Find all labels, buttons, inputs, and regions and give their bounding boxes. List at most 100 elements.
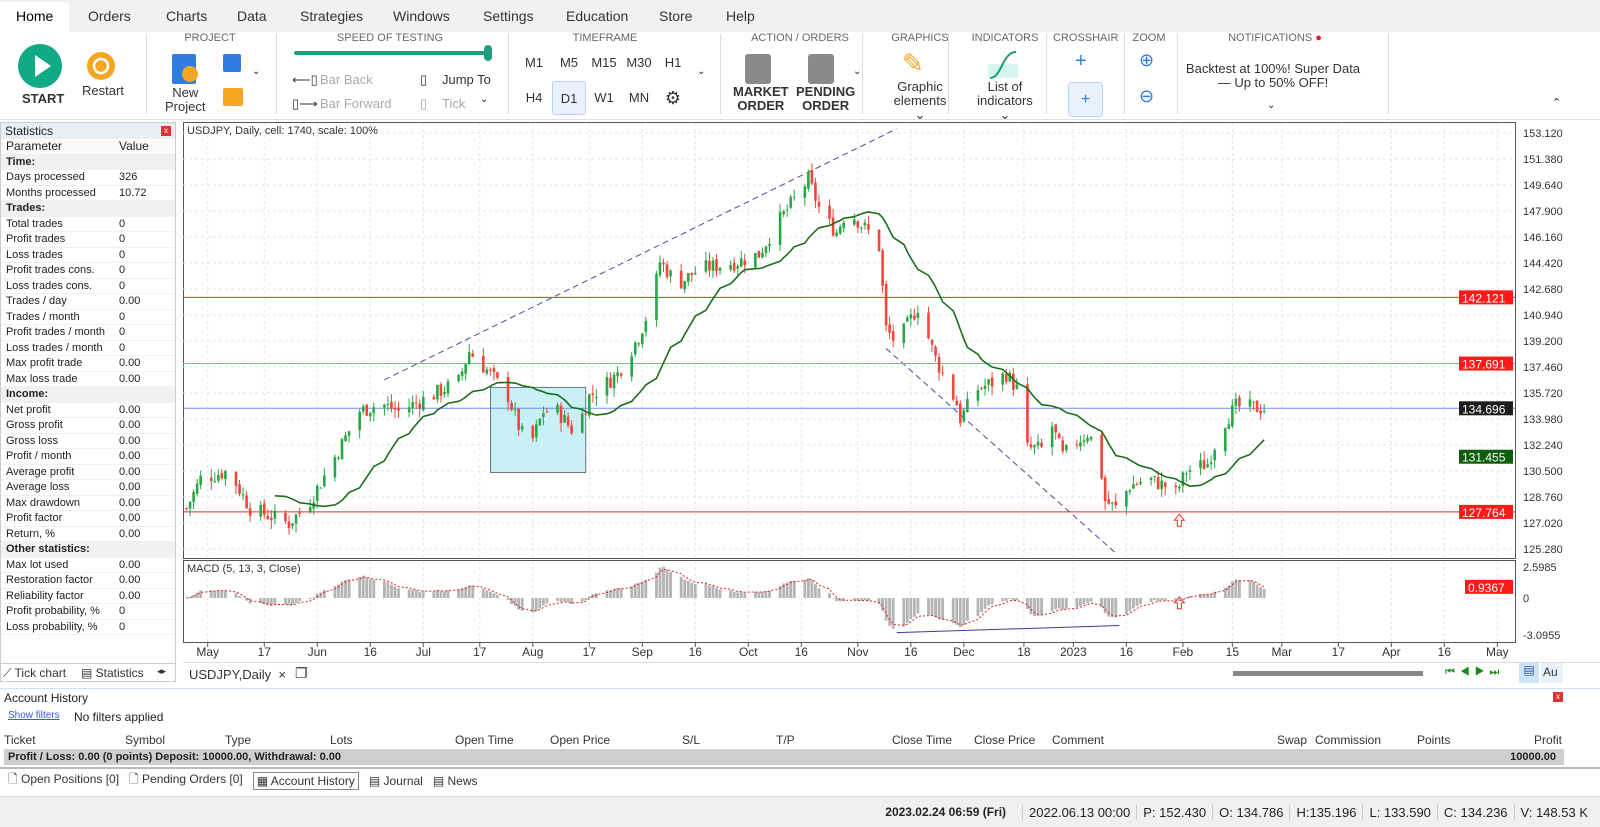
tab-statistics[interactable]: ▤ Statistics — [81, 666, 144, 680]
candle — [195, 483, 199, 494]
candle — [1153, 476, 1156, 478]
column-header[interactable]: Profit — [1534, 733, 1563, 747]
stats-row: Loss trades 0 — [1, 248, 175, 263]
chart-area[interactable]: 153.120 151.380 149.640 147.900 146.160 144.4… — [183, 122, 1600, 662]
list-of-indicators-button[interactable]: List of indicators ⌄ — [977, 79, 1033, 122]
column-header[interactable]: T/P — [776, 733, 795, 747]
crosshair-icon[interactable]: + — [1075, 50, 1087, 72]
column-header[interactable]: Swap — [1277, 733, 1308, 747]
menu-settings[interactable]: Settings — [483, 8, 534, 24]
tab-account-history[interactable]: ▦ Account History — [252, 771, 359, 790]
tab-open-positions[interactable]: 🗋 Open Positions [0] — [8, 772, 120, 786]
gear-icon[interactable]: ⚙ — [664, 88, 682, 108]
tf-m5[interactable]: M5 — [559, 55, 579, 70]
tab-pending-orders[interactable]: 🗋 Pending Orders [0] — [129, 772, 243, 786]
bar-forward-button[interactable]: Bar Forward — [320, 96, 392, 111]
candle — [506, 376, 510, 403]
chevron-down-icon[interactable]: ⌄ — [697, 66, 706, 77]
macd-histogram-bar — [563, 598, 566, 602]
menu-orders[interactable]: Orders — [88, 8, 131, 24]
menu-home[interactable]: Home — [0, 2, 70, 32]
column-header[interactable]: Open Time — [455, 733, 514, 747]
time-tick-label: 16 — [1438, 645, 1452, 659]
new-project-icon[interactable] — [172, 54, 198, 84]
tf-d1[interactable]: D1 — [552, 81, 586, 115]
macd-histogram-bar — [785, 582, 789, 599]
column-header[interactable]: Points — [1417, 733, 1451, 747]
restart-icon[interactable] — [87, 52, 115, 80]
column-header[interactable]: Ticket — [4, 733, 36, 747]
column-header[interactable]: Lots — [330, 733, 353, 747]
jump-to-button[interactable]: Jump To — [442, 72, 491, 87]
column-header[interactable]: Close Price — [974, 733, 1036, 747]
tf-m15[interactable]: M15 — [591, 55, 617, 70]
price-tick-label: 151.380 — [1523, 154, 1563, 166]
column-header[interactable]: S/L — [682, 733, 701, 747]
chevron-down-icon[interactable]: ⌄ — [480, 94, 489, 105]
column-header[interactable]: Open Price — [550, 733, 611, 747]
column-header[interactable]: Commission — [1315, 733, 1382, 747]
new-project-button[interactable]: New Project — [165, 85, 206, 114]
price-tag — [1459, 356, 1513, 371]
restart-button[interactable]: Restart — [82, 83, 124, 98]
stats-row: Trades / month 0 — [1, 310, 175, 325]
start-button[interactable] — [18, 44, 62, 88]
tab-journal[interactable]: ▤ Journal — [368, 773, 423, 788]
column-header[interactable]: Comment — [1052, 733, 1105, 747]
pending-order-icon[interactable] — [808, 54, 834, 84]
tick-button[interactable]: Tick — [442, 96, 466, 111]
bar-back-button[interactable]: Bar Back — [320, 72, 373, 87]
menu-data[interactable]: Data — [237, 8, 267, 24]
chart-tab-usdjpy[interactable]: USDJPY,Daily × — [189, 667, 286, 682]
column-header[interactable]: Close Time — [892, 733, 953, 747]
menu-education[interactable]: Education — [566, 8, 629, 24]
notification-text[interactable]: Backtest at 100%! Super Data — Up to 50% … — [1185, 61, 1361, 90]
close-icon[interactable]: x — [1553, 692, 1563, 702]
collapse-ribbon-icon[interactable]: ⌃ — [1552, 97, 1562, 109]
chevron-down-icon[interactable]: ⌄ — [252, 66, 261, 77]
tf-h4[interactable]: H4 — [525, 90, 543, 105]
macd-histogram-bar — [506, 598, 510, 601]
open-folder-icon[interactable] — [223, 88, 243, 106]
auto-scroll-button[interactable]: Au — [1541, 663, 1563, 683]
tf-h1[interactable]: H1 — [664, 55, 682, 70]
tf-m1[interactable]: M1 — [524, 55, 544, 70]
pending-order-button[interactable]: PENDING ORDER — [796, 84, 856, 113]
speed-slider-handle[interactable] — [484, 45, 492, 61]
close-icon[interactable]: x — [161, 126, 171, 136]
macd-histogram-bar — [220, 590, 224, 599]
market-order-button[interactable]: MARKET ORDER — [733, 84, 789, 113]
price-chart[interactable]: 153.120 151.380 149.640 147.900 146.160 144.4… — [183, 122, 1600, 662]
menu-strategies[interactable]: Strategies — [300, 8, 364, 24]
tab-news[interactable]: ▤ News — [432, 773, 478, 788]
tab-scroll-arrows[interactable]: ◂▸ — [157, 666, 167, 676]
tf-m30[interactable]: M30 — [626, 55, 652, 70]
menu-help[interactable]: Help — [726, 8, 755, 24]
time-tick-label: Feb — [1173, 645, 1194, 659]
save-icon[interactable] — [223, 54, 241, 72]
chart-print-icon[interactable]: ▤ — [1519, 663, 1539, 683]
zoom-in-icon[interactable]: ⊕ — [1139, 50, 1155, 70]
menu-windows[interactable]: Windows — [393, 8, 450, 24]
chevron-down-icon[interactable]: ⌄ — [1267, 100, 1276, 111]
tf-w1[interactable]: W1 — [594, 90, 614, 105]
crosshair-snap-icon[interactable]: + — [1068, 82, 1103, 117]
column-header[interactable]: Type — [225, 733, 252, 747]
chart-navigation-arrows[interactable]: ⏮◀▶⏭ — [1445, 666, 1505, 678]
graphic-elements-button[interactable]: Graphic elements ⌄ — [893, 79, 947, 122]
speed-slider[interactable] — [294, 51, 490, 55]
horizontal-scrollbar[interactable] — [1233, 671, 1423, 676]
market-order-icon[interactable] — [745, 54, 771, 84]
tab-tick-chart[interactable]: ⟋ Tick chart — [3, 666, 67, 680]
menu-charts[interactable]: Charts — [166, 8, 208, 24]
tf-mn[interactable]: MN — [628, 90, 650, 105]
macd-histogram-bar — [704, 583, 708, 599]
detach-window-icon[interactable]: ❐ — [295, 665, 308, 681]
column-header[interactable]: Symbol — [125, 733, 166, 747]
macd-histogram-bar — [891, 598, 895, 629]
zoom-out-icon[interactable]: ⊖ — [1139, 86, 1155, 106]
chevron-down-icon[interactable]: ⌄ — [853, 66, 862, 77]
menu-store[interactable]: Store — [659, 8, 693, 24]
show-filters-link[interactable]: Show filters — [8, 710, 60, 721]
time-tick-label: Jun — [308, 645, 327, 659]
